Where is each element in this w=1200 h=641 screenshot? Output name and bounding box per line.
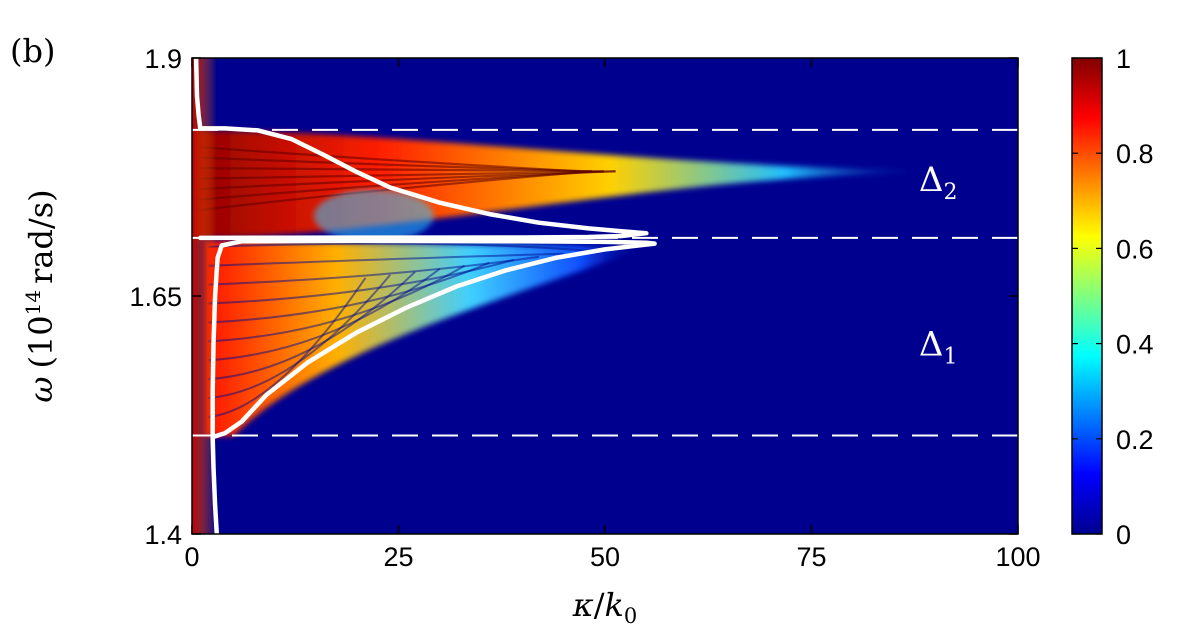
colorbar-tick-label: 0.2 (1116, 425, 1154, 455)
upper-fringe (192, 166, 604, 173)
boundary-curve (193, 58, 649, 241)
lower-fringe (208, 255, 540, 286)
heatmap-intensity (192, 58, 952, 534)
upper-fringe (192, 156, 593, 173)
y-label-symbol: ω (22, 377, 60, 403)
y-label-exp: 14 (21, 290, 45, 315)
colorbar: 0 0.2 0.4 0.6 0.8 1 (1071, 44, 1154, 550)
y-tick-label: 1.65 (129, 282, 182, 312)
x-axis-label: κ/k0 (572, 586, 638, 628)
band-label-sub: 2 (943, 180, 957, 205)
lower-fringe (208, 267, 441, 362)
lower-fringe (208, 277, 367, 419)
band-label-base: Δ (919, 160, 944, 200)
band-label-sub: 1 (943, 345, 957, 370)
lower-fringe (208, 264, 466, 343)
lower-fringe (208, 258, 515, 305)
x-tick-label: 100 (995, 542, 1040, 572)
y-tick-label: 1.4 (144, 520, 182, 550)
x-label-symbol: κ (572, 586, 594, 624)
y-ticks: 1.4 1.65 1.9 (129, 44, 1018, 550)
band-label-1: Δ1 (919, 325, 958, 370)
x-label-sub: 0 (624, 604, 637, 628)
boundary-curves (193, 58, 657, 534)
colorbar-tick-label: 1 (1116, 44, 1131, 74)
lower-fringe (208, 242, 589, 252)
colorbar-tick-label: 0.6 (1116, 234, 1154, 264)
colorbar-tick-label: 0.4 (1116, 330, 1154, 360)
x-tick-label: 25 (383, 542, 413, 572)
x-tick-label: 50 (590, 542, 620, 572)
upper-cyan-lobe (313, 189, 434, 242)
colorbar-gradient (1071, 57, 1103, 535)
colorbar-tick-label: 0.8 (1116, 139, 1154, 169)
band-label-base: Δ (919, 325, 944, 365)
lower-fringe (208, 252, 564, 267)
x-label-sep: / (594, 586, 605, 624)
x-tick-label: 0 (184, 542, 199, 572)
lower-band-intensity (204, 240, 647, 436)
panel-label: (b) (10, 32, 55, 70)
band-label-2: Δ2 (919, 160, 958, 205)
boundary-curve (210, 238, 657, 534)
colorbar-tick-label: 0 (1116, 520, 1131, 550)
y-axis-label: ω (1014 rad/s) (21, 189, 60, 402)
x-label-base: k (605, 586, 624, 624)
y-label-unit: rad/s) (22, 189, 60, 284)
y-label-open: (10 (22, 315, 60, 368)
upper-fringe (192, 145, 581, 173)
x-ticks: 0 25 50 75 100 (184, 58, 1041, 572)
y-tick-label: 1.9 (144, 44, 182, 74)
upper-fringe (192, 170, 616, 180)
x-tick-label: 75 (796, 542, 826, 572)
colorbar-ticks: 0 0.2 0.4 0.6 0.8 1 (1072, 44, 1154, 550)
lower-fringe (208, 261, 490, 324)
